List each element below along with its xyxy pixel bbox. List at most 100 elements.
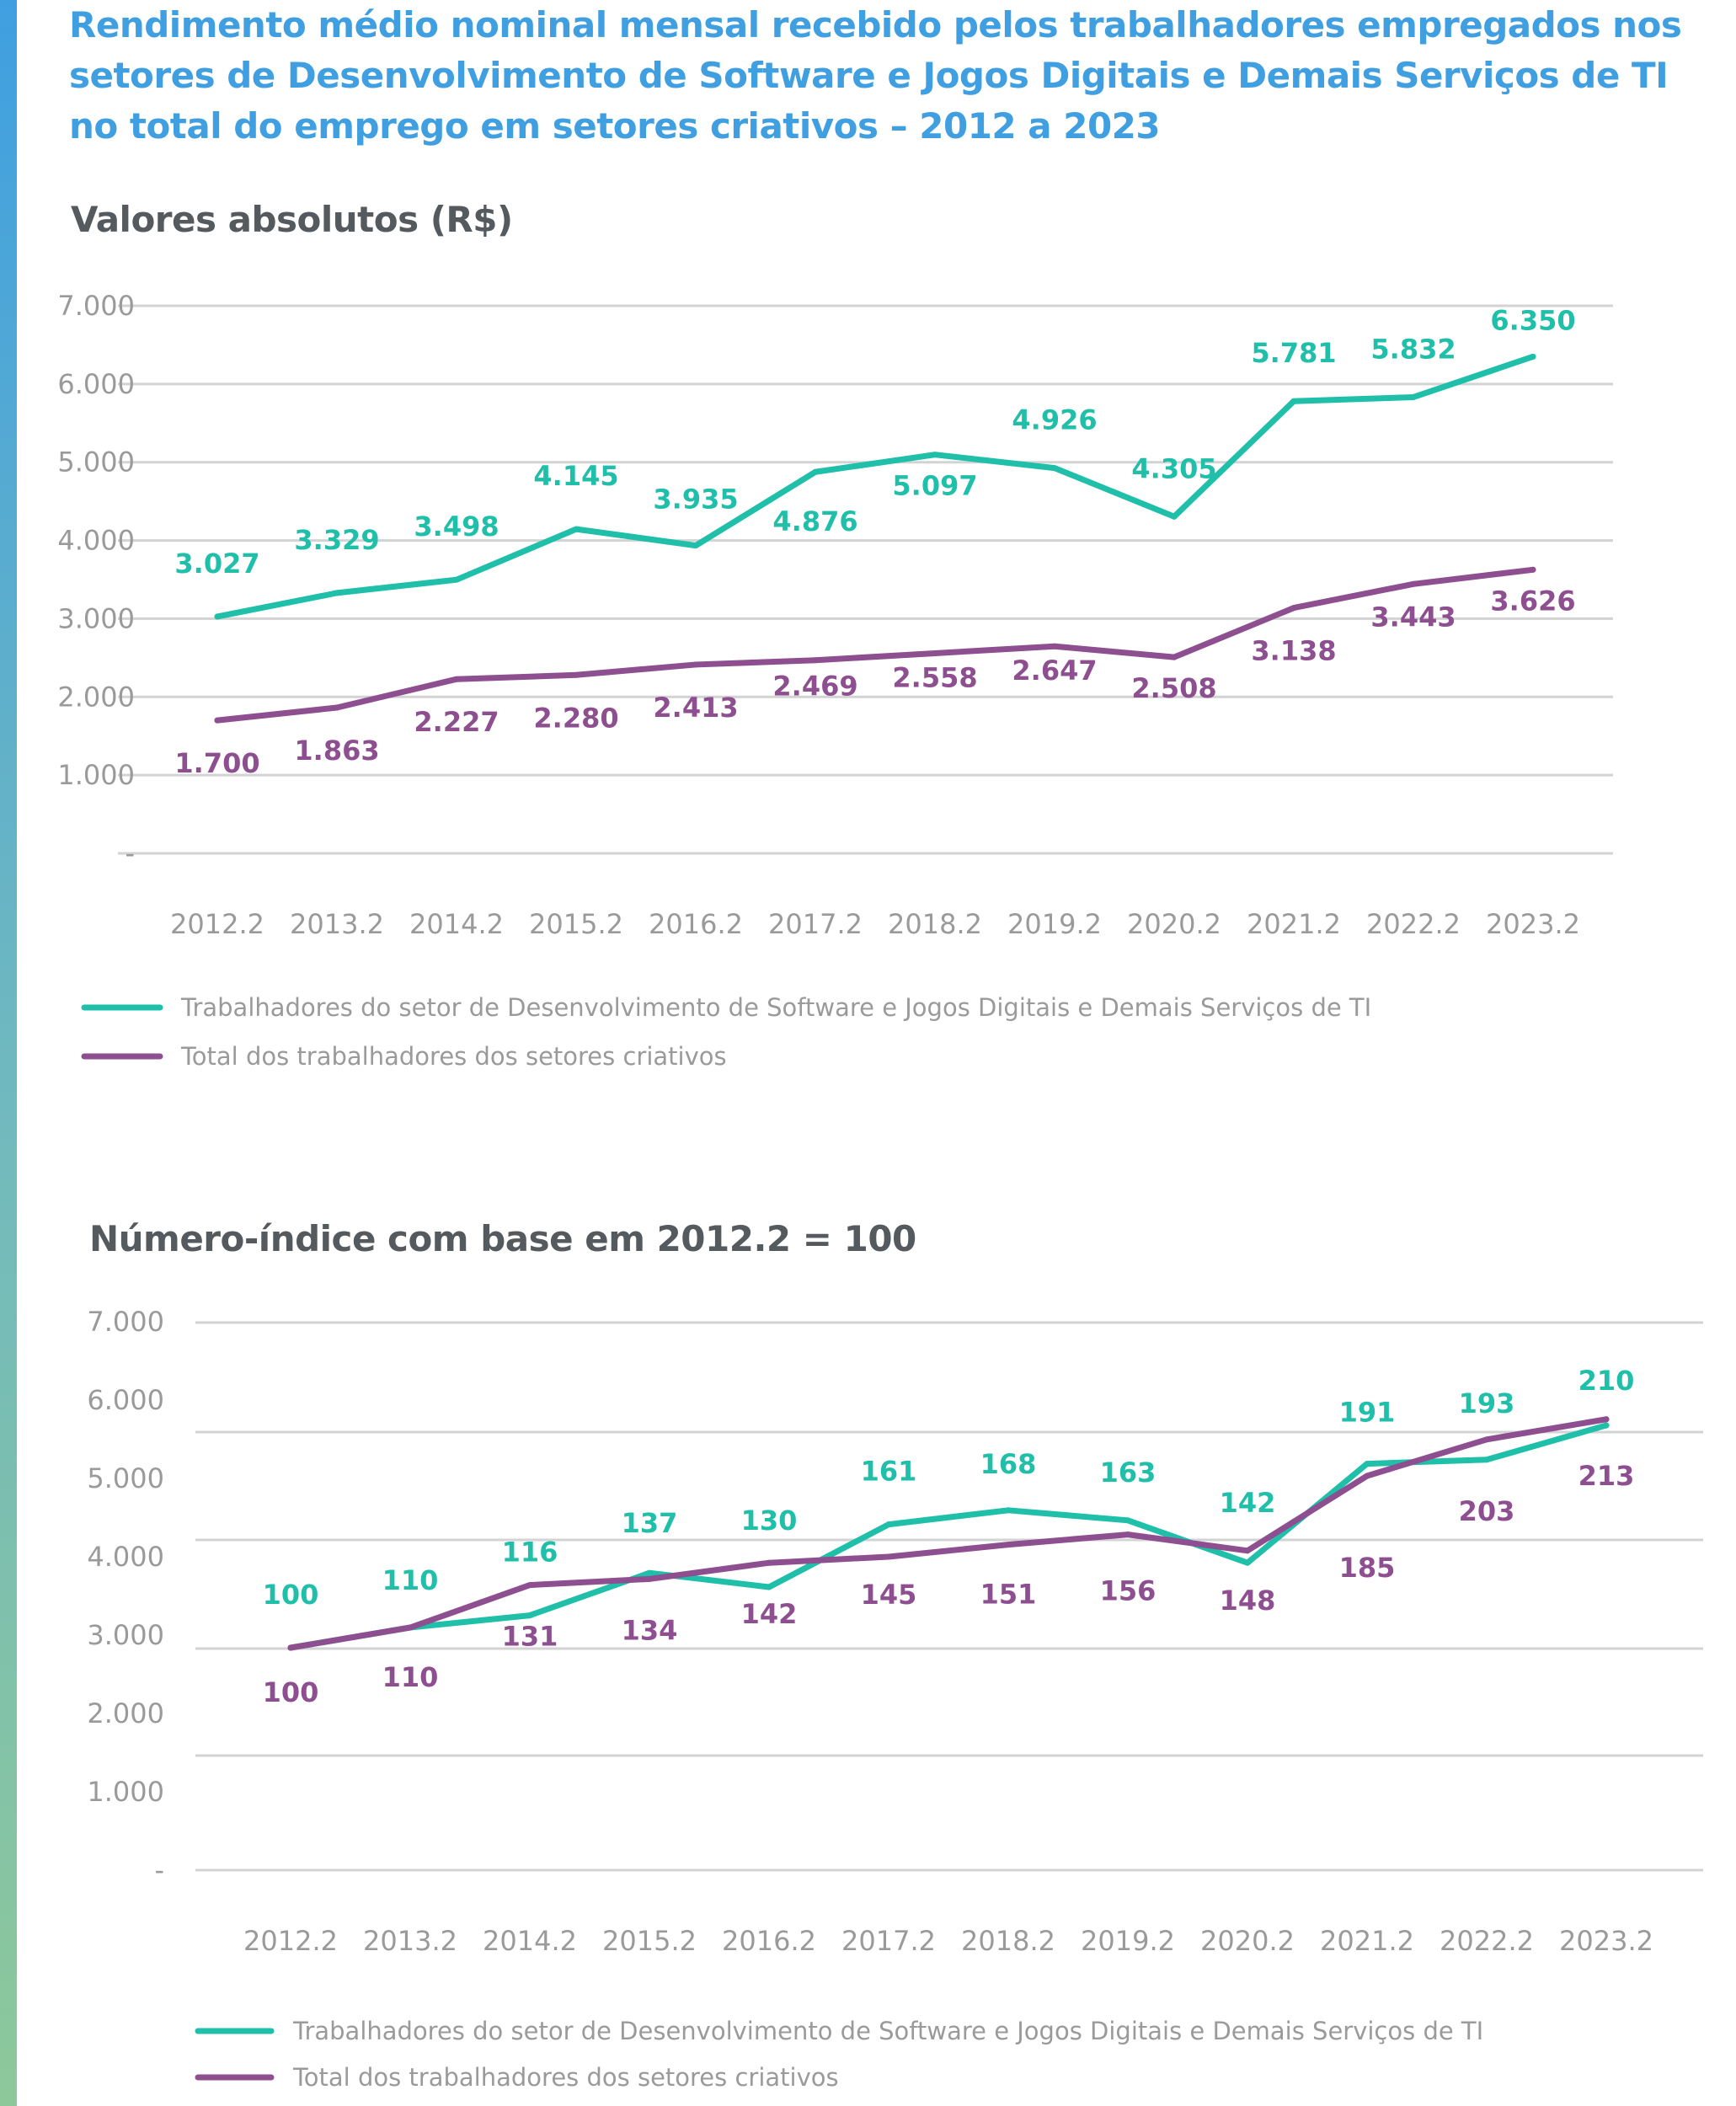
page-title: Rendimento médio nominal mensal recebido… <box>69 4 1682 147</box>
series-line-ti <box>214 353 1536 620</box>
data-label: 130 <box>741 1505 798 1537</box>
accent-side-bar <box>0 0 17 2106</box>
legend-label: Trabalhadores do setor de Desenvolviment… <box>180 993 1371 1022</box>
data-point <box>526 1612 533 1619</box>
data-label: 191 <box>1339 1397 1396 1429</box>
data-point <box>1603 1422 1610 1429</box>
x-tick-label: 2022.2 <box>1440 1925 1534 1957</box>
data-label: 3.027 <box>174 548 259 580</box>
data-point <box>1530 566 1536 573</box>
y-tick-label: 6.000 <box>87 1384 164 1416</box>
data-point <box>1005 1542 1012 1548</box>
data-label: 210 <box>1578 1365 1635 1397</box>
y-tick-label: 2.000 <box>87 1697 164 1729</box>
x-tick-label: 2019.2 <box>1007 908 1102 940</box>
data-label: 134 <box>622 1614 678 1646</box>
y-tick-label: 4.000 <box>57 525 135 557</box>
data-label: 5.781 <box>1251 337 1336 369</box>
x-tick-label: 2016.2 <box>722 1925 816 1957</box>
chart-2-subtitle: Número-índice com base em 2012.2 = 100 <box>89 1218 916 1259</box>
data-point <box>1244 1547 1251 1554</box>
x-tick-label: 2023.2 <box>1559 1925 1653 1957</box>
data-point <box>1005 1507 1012 1514</box>
data-label: 168 <box>980 1448 1037 1480</box>
legend-label: Total dos trabalhadores dos setores cria… <box>180 1042 727 1071</box>
data-label: 2.227 <box>414 706 499 738</box>
data-point <box>1364 1461 1370 1467</box>
series-line-total <box>214 566 1536 724</box>
data-label: 1.863 <box>294 735 379 767</box>
data-point <box>214 613 221 620</box>
y-tick-label: - <box>154 1854 164 1886</box>
data-label: 3.443 <box>1370 601 1456 633</box>
data-label: 116 <box>502 1537 558 1569</box>
data-point <box>1051 465 1058 472</box>
data-label: 161 <box>861 1456 917 1488</box>
data-label: 145 <box>861 1579 917 1611</box>
data-label: 131 <box>502 1621 558 1653</box>
data-label: 2.469 <box>772 671 857 703</box>
data-point <box>1410 580 1417 587</box>
data-label: 100 <box>263 1579 319 1611</box>
data-point <box>1364 1473 1370 1479</box>
data-label: 4.145 <box>533 460 618 492</box>
data-point <box>1171 654 1178 660</box>
data-point <box>885 1553 892 1560</box>
data-point <box>573 526 580 532</box>
data-point <box>287 1644 294 1651</box>
x-tick-label: 2012.2 <box>243 1925 338 1957</box>
data-label: 142 <box>1220 1487 1276 1519</box>
data-label: 100 <box>263 1676 319 1708</box>
data-label: 2.413 <box>653 692 738 724</box>
data-point <box>932 649 938 656</box>
data-point <box>526 1582 533 1589</box>
x-tick-label: 2015.2 <box>529 908 623 940</box>
data-label: 148 <box>1220 1585 1276 1617</box>
x-tick-label: 2017.2 <box>768 908 863 940</box>
data-label: 2.280 <box>533 702 618 734</box>
x-tick-label: 2018.2 <box>888 908 982 940</box>
data-label: 142 <box>741 1598 798 1630</box>
x-tick-label: 2014.2 <box>409 908 504 940</box>
data-point <box>1124 1517 1131 1524</box>
data-label: 1.700 <box>174 747 259 779</box>
y-tick-label: 4.000 <box>87 1541 164 1573</box>
data-label: 5.832 <box>1370 333 1456 365</box>
data-point <box>1410 393 1417 400</box>
series-line-ti <box>287 1422 1610 1651</box>
data-point <box>1290 605 1297 612</box>
data-label: 203 <box>1459 1495 1515 1527</box>
legend-label: Total dos trabalhadores dos setores cria… <box>292 2063 839 2092</box>
data-point <box>1483 1457 1490 1463</box>
data-label: 4.305 <box>1131 452 1216 484</box>
x-tick-label: 2023.2 <box>1486 908 1580 940</box>
data-point <box>1051 643 1058 649</box>
data-label: 193 <box>1459 1387 1515 1419</box>
x-tick-label: 2015.2 <box>602 1925 697 1957</box>
x-tick-label: 2014.2 <box>483 1925 577 1957</box>
x-tick-label: 2012.2 <box>170 908 264 940</box>
data-point <box>1290 398 1297 404</box>
data-point <box>453 676 460 682</box>
x-tick-label: 2021.2 <box>1247 908 1341 940</box>
x-tick-label: 2016.2 <box>649 908 743 940</box>
data-label: 2.558 <box>892 661 977 693</box>
data-point <box>453 576 460 583</box>
data-label: 151 <box>980 1579 1037 1611</box>
x-tick-label: 2022.2 <box>1366 908 1461 940</box>
data-label: 4.926 <box>1012 404 1097 436</box>
y-tick-label: 3.000 <box>87 1619 164 1651</box>
y-tick-label: 6.000 <box>57 368 135 400</box>
x-tick-label: 2021.2 <box>1320 1925 1414 1957</box>
chart-1-subtitle: Valores absolutos (R$) <box>71 199 513 240</box>
data-label: 3.498 <box>414 510 499 543</box>
data-point <box>932 452 938 458</box>
data-label: 110 <box>382 1564 439 1596</box>
x-tick-label: 2019.2 <box>1081 1925 1175 1957</box>
data-label: 5.097 <box>892 470 977 502</box>
data-point <box>812 657 819 664</box>
data-label: 2.508 <box>1131 672 1216 704</box>
x-tick-label: 2017.2 <box>841 1925 936 1957</box>
data-point <box>334 590 340 596</box>
